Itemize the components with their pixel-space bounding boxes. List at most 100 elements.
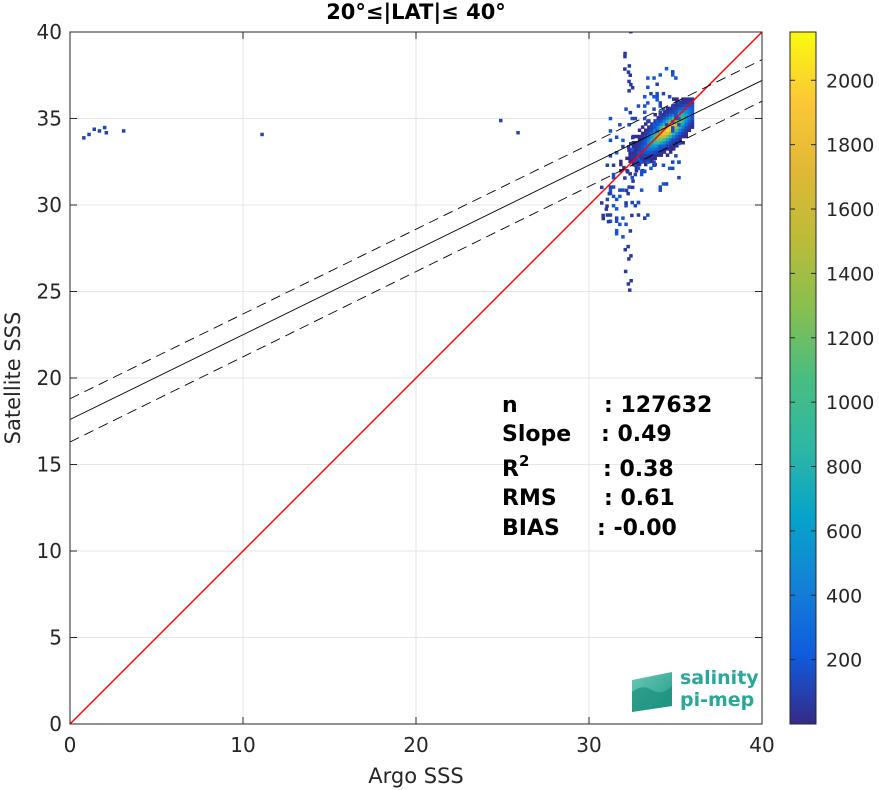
heatmap-cell	[662, 119, 667, 123]
heatmap-cell	[671, 129, 675, 133]
colorbar-tick-label: 600	[826, 521, 862, 543]
heatmap-cell	[600, 185, 604, 190]
heatmap-cell	[662, 144, 667, 148]
heatmap-cell	[677, 160, 681, 164]
heatmap-cell	[668, 134, 673, 139]
y-tick-label: 20	[37, 366, 62, 390]
y-tick-label: 15	[37, 453, 62, 477]
heatmap-cell	[647, 147, 651, 151]
heatmap-cell	[631, 141, 636, 145]
heatmap-cell	[650, 150, 654, 154]
heatmap-cell	[631, 144, 636, 148]
heatmap-cell	[618, 194, 622, 199]
heatmap-cell	[681, 141, 685, 145]
heatmap-cell	[628, 172, 632, 176]
heatmap-cell	[628, 110, 633, 115]
heatmap-cell	[624, 107, 628, 111]
heatmap-cell	[104, 131, 109, 135]
heatmap-cell	[665, 153, 670, 157]
heatmap-cell	[646, 213, 650, 217]
line-fit	[70, 80, 762, 420]
x-tick-label: 20	[403, 733, 428, 757]
heatmap-cell	[677, 101, 681, 105]
heatmap-cell	[668, 150, 673, 154]
heatmap-cell	[681, 128, 685, 132]
y-tick-label: 30	[37, 193, 62, 217]
heatmap-cell	[656, 122, 660, 126]
heatmap-cell	[675, 119, 679, 123]
heatmap-cell	[649, 126, 653, 130]
heatmap-cell	[646, 85, 650, 90]
heatmap-cell	[687, 116, 692, 120]
heatmap-cell	[678, 125, 682, 129]
heatmap-cell	[684, 100, 688, 104]
y-tick-label: 0	[49, 712, 62, 736]
heatmap-cell	[650, 144, 654, 148]
heatmap-cell	[675, 100, 679, 104]
heatmap-cell	[614, 216, 619, 220]
heatmap-cell	[665, 116, 670, 120]
heatmap-cell	[627, 148, 631, 152]
heatmap-cell	[664, 123, 669, 127]
heatmap-cell	[611, 163, 616, 167]
heatmap-cell	[655, 98, 659, 102]
heatmap-cell	[630, 175, 634, 180]
heatmap-cell	[662, 131, 667, 136]
heatmap-cell	[636, 157, 641, 161]
stat-r2-value: : 0.38	[603, 457, 674, 482]
heatmap-cell	[614, 207, 619, 211]
colorbar	[789, 31, 817, 725]
heatmap-cell	[658, 188, 662, 192]
heatmap-cell	[630, 116, 634, 121]
y-tick-label: 35	[37, 107, 62, 131]
heatmap-cell	[690, 125, 695, 129]
heatmap-cell	[611, 175, 616, 180]
heatmap-cell	[690, 97, 695, 101]
heatmap-cell	[687, 119, 692, 123]
x-axis-label: Argo SSS	[368, 764, 463, 788]
heatmap-cell	[671, 166, 675, 171]
heatmap-cell	[661, 107, 666, 111]
heatmap-cell	[623, 54, 627, 59]
heatmap-cell	[656, 131, 660, 136]
heatmap-cell	[672, 134, 676, 139]
heatmap-cell	[627, 79, 631, 84]
heatmap-cell	[665, 147, 670, 151]
line-fit	[70, 59, 762, 400]
heatmap-cell	[675, 106, 679, 111]
heatmap-cell	[608, 188, 613, 192]
heatmap-cell	[658, 185, 662, 189]
heatmap-cell	[627, 257, 631, 261]
heatmap-cell	[653, 113, 657, 117]
heatmap-cell	[678, 131, 682, 136]
heatmap-cell	[626, 170, 630, 174]
heatmap-cell	[626, 282, 631, 286]
heatmap-cell	[634, 147, 639, 151]
heatmap-cell	[675, 131, 679, 136]
heatmap-cell	[87, 132, 91, 137]
heatmap-cell	[611, 194, 616, 199]
heatmap-cell	[664, 66, 669, 71]
heatmap-cell	[653, 125, 657, 129]
heatmap-cell	[606, 219, 611, 224]
stat-n-label: n	[502, 393, 518, 418]
heatmap-cell	[653, 153, 657, 157]
heatmap-cell	[690, 103, 695, 108]
heatmap-cell	[92, 127, 96, 131]
heatmap-cell	[624, 201, 628, 205]
heatmap-cell	[634, 144, 639, 148]
colorbar-tick-label: 1000	[826, 392, 874, 414]
heatmap-cell	[665, 144, 670, 148]
heatmap-cell	[687, 128, 692, 132]
heatmap-cell	[647, 150, 651, 154]
heatmap-cell	[626, 70, 631, 74]
heatmap-cell	[643, 216, 647, 220]
heatmap-cell	[675, 128, 679, 132]
heatmap-cell	[636, 151, 641, 155]
x-axis-ticks: 0 10 20 30 40	[64, 32, 775, 757]
colorbar-tick-label: 200	[826, 650, 862, 672]
y-tick-label: 10	[37, 539, 62, 563]
stat-bias-value: : -0.00	[597, 516, 677, 541]
heatmap-cell	[674, 110, 678, 114]
